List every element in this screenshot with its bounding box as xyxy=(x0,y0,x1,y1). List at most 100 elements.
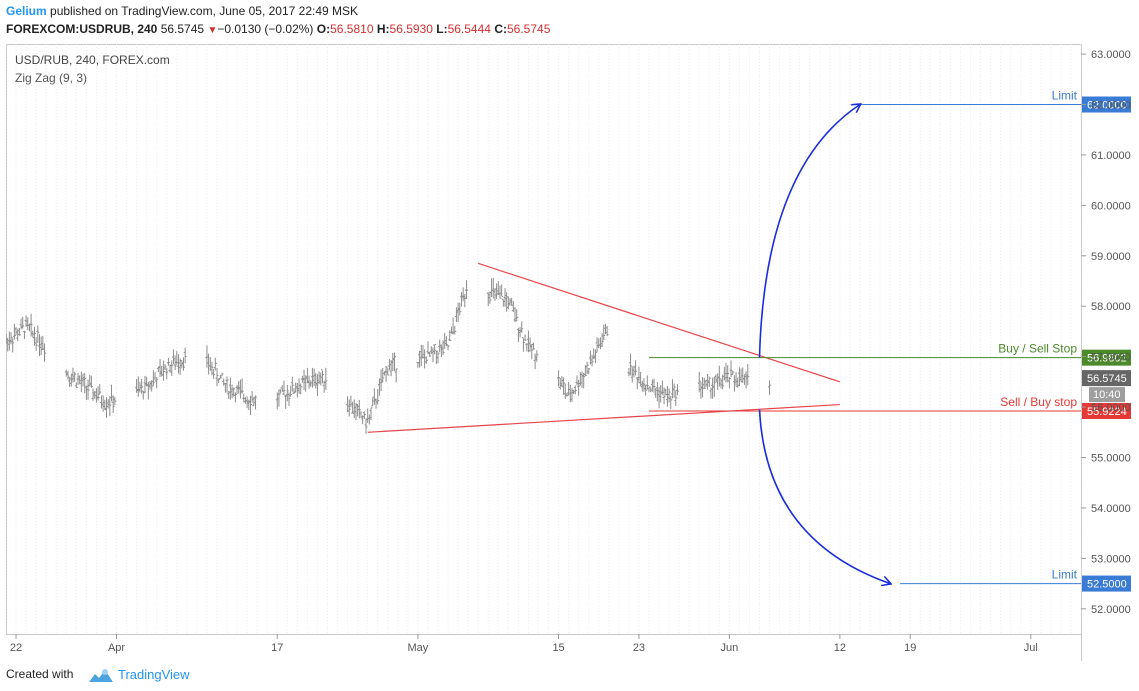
x-tick-label: 12 xyxy=(834,642,846,654)
countdown-box xyxy=(1089,387,1125,403)
price-bar xyxy=(652,378,656,393)
price-chart[interactable]: Buy / Sell Stop 56.9802 Sell / Buy stop 55.… xyxy=(4,44,1138,662)
price-bar xyxy=(22,330,26,339)
price-bar xyxy=(662,387,666,405)
high-label: H: xyxy=(376,22,390,36)
price-bar xyxy=(530,344,534,360)
price-bar xyxy=(183,347,187,364)
price-bar xyxy=(498,285,502,299)
price-bar xyxy=(562,377,566,395)
price-bar xyxy=(491,277,495,299)
level-label: Buy / Sell Stop xyxy=(998,342,1077,356)
price-bar xyxy=(642,378,646,392)
price-bar xyxy=(285,384,289,402)
price-bar xyxy=(98,384,102,395)
x-tick-label: Jun xyxy=(720,642,738,654)
price-bar xyxy=(441,340,445,356)
price-bar xyxy=(34,337,38,351)
price-bar xyxy=(600,333,604,348)
price-bar xyxy=(523,334,527,341)
level-value-label: 62.0000 xyxy=(1087,100,1127,112)
price-bar xyxy=(535,350,539,362)
price-bar xyxy=(151,370,155,387)
price-bar xyxy=(712,376,716,397)
price-bar xyxy=(667,388,671,403)
price-bar xyxy=(21,316,25,329)
price-bar xyxy=(746,363,750,386)
y-tick-label: 56.0000 xyxy=(1091,402,1131,414)
author-name[interactable]: Gelium xyxy=(6,4,47,18)
symbol-interval: FOREXCOM:USDRUB, 240 xyxy=(6,22,158,36)
price-bar xyxy=(36,325,40,344)
price-bar xyxy=(299,383,303,395)
chart-area[interactable]: Buy / Sell Stop 56.9802 Sell / Buy stop 55.… xyxy=(4,44,1138,662)
price-bar xyxy=(557,370,561,387)
price-bar xyxy=(384,366,388,382)
price-bar xyxy=(364,418,368,434)
x-tick-label: 15 xyxy=(552,642,564,654)
countdown-label: 10:40 xyxy=(1093,389,1121,401)
level-label: Sell / Buy stop xyxy=(1000,395,1077,409)
x-tick-label: Jul xyxy=(1024,642,1038,654)
price-bar xyxy=(645,375,649,391)
level-label: Limit xyxy=(1052,568,1078,582)
price-bar xyxy=(424,356,428,364)
price-bar xyxy=(464,280,468,300)
price-bar xyxy=(585,361,589,375)
price-bar xyxy=(629,353,633,376)
price-bar xyxy=(17,327,21,336)
price-bar xyxy=(727,376,731,389)
price-bar xyxy=(320,369,324,384)
y-tick-label: 60.0000 xyxy=(1091,200,1131,212)
y-tick-label: 61.0000 xyxy=(1091,150,1131,162)
low-label: L: xyxy=(436,22,448,36)
open-label: O: xyxy=(316,22,331,36)
price-bar xyxy=(161,360,165,381)
price-bar xyxy=(357,399,361,419)
price-bar xyxy=(43,343,47,362)
price-bar xyxy=(433,344,437,355)
close-value: 56.5745 xyxy=(506,22,551,36)
price-bar xyxy=(86,379,90,400)
level-value-box xyxy=(1082,402,1131,419)
price-bar xyxy=(697,371,701,392)
price-bars xyxy=(4,277,772,434)
price-bar xyxy=(731,370,735,376)
level-value-box xyxy=(1082,96,1131,113)
tradingview-logo-icon[interactable] xyxy=(88,666,114,684)
price-bar xyxy=(277,389,281,407)
x-tick-label: 22 xyxy=(10,642,22,654)
price-bar xyxy=(233,392,237,403)
ohlc-header: FOREXCOM:USDRUB, 240 56.5745 ▼−0.0130 (−… xyxy=(6,22,550,36)
price-bar xyxy=(515,309,519,322)
price-bar xyxy=(577,379,581,396)
footer: Created with TradingView xyxy=(6,664,1133,691)
price-bar xyxy=(210,361,214,376)
price-bar xyxy=(573,385,577,395)
price-bar xyxy=(215,368,219,387)
price-bar xyxy=(500,284,504,297)
x-tick-label: 23 xyxy=(633,642,645,654)
price-bar xyxy=(218,374,222,379)
price-bar xyxy=(726,365,730,383)
price-bar xyxy=(707,376,711,387)
price-bar xyxy=(446,344,450,351)
price-bar xyxy=(453,325,457,335)
price-bar xyxy=(282,380,286,395)
chart-legend-instrument: USD/RUB, 240, FOREX.com xyxy=(15,53,170,67)
price-bar xyxy=(582,372,586,389)
price-bar xyxy=(488,291,492,304)
price-bar xyxy=(702,377,706,389)
price-bar xyxy=(108,396,112,416)
up-projection xyxy=(758,105,860,358)
price-bar xyxy=(166,357,170,366)
price-bar xyxy=(74,382,78,389)
x-tick-label: May xyxy=(408,642,429,654)
published-text: published on TradingView.com, June 05, 2… xyxy=(50,4,359,18)
tradingview-brand-link[interactable]: TradingView xyxy=(118,667,190,682)
price-bar xyxy=(362,411,366,420)
level-value-box xyxy=(1082,575,1131,592)
price-bar xyxy=(12,323,16,340)
price-bar xyxy=(369,407,373,421)
price-bar xyxy=(605,326,609,337)
